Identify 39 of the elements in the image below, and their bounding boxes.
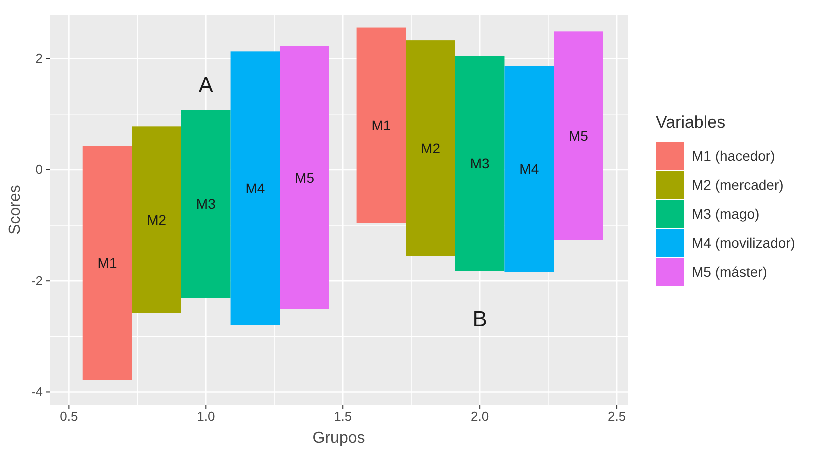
data-label: M3 bbox=[470, 156, 490, 172]
data-label: M5 bbox=[295, 170, 315, 186]
legend-label: M1 (hacedor) bbox=[692, 148, 776, 164]
bar bbox=[280, 46, 330, 310]
bar bbox=[406, 40, 456, 256]
bar bbox=[230, 52, 280, 325]
y-tick-label: -4 bbox=[31, 384, 43, 400]
x-tick-label: 0.5 bbox=[60, 409, 78, 424]
data-label: M2 bbox=[147, 212, 167, 228]
annotation: B bbox=[472, 306, 488, 332]
y-tick-label: 2 bbox=[36, 51, 43, 66]
y-tick-label: -2 bbox=[31, 273, 43, 288]
x-tick-label: 2.0 bbox=[471, 409, 490, 424]
data-label: M2 bbox=[421, 140, 441, 156]
legend-title: Variables bbox=[656, 113, 726, 132]
bar bbox=[181, 110, 231, 298]
x-tick-label: 1.0 bbox=[197, 409, 216, 424]
legend-label: M3 (mago) bbox=[692, 206, 760, 222]
bar bbox=[504, 66, 554, 272]
x-tick-label: 2.5 bbox=[608, 409, 626, 424]
x-tick-label: 1.5 bbox=[334, 409, 352, 424]
data-label: M5 bbox=[568, 128, 589, 144]
annotation: A bbox=[198, 72, 214, 98]
bar bbox=[356, 28, 406, 224]
legend-label: M5 (máster) bbox=[692, 264, 768, 280]
legend-label: M2 (mercader) bbox=[692, 177, 784, 193]
data-label: M4 bbox=[520, 161, 540, 178]
data-label: M1 bbox=[98, 255, 118, 272]
bar bbox=[132, 126, 182, 314]
y-tick-label: 0 bbox=[36, 162, 43, 178]
data-label: M1 bbox=[372, 118, 392, 134]
legend-label: M4 (movilizador) bbox=[692, 235, 796, 251]
x-axis-title: Grupos bbox=[312, 430, 366, 447]
data-label: M4 bbox=[246, 180, 266, 196]
bar bbox=[82, 146, 132, 380]
data-label: M3 bbox=[196, 196, 216, 212]
bar bbox=[455, 56, 505, 272]
bar bbox=[554, 32, 604, 240]
y-axis-title: Scores bbox=[7, 185, 24, 235]
